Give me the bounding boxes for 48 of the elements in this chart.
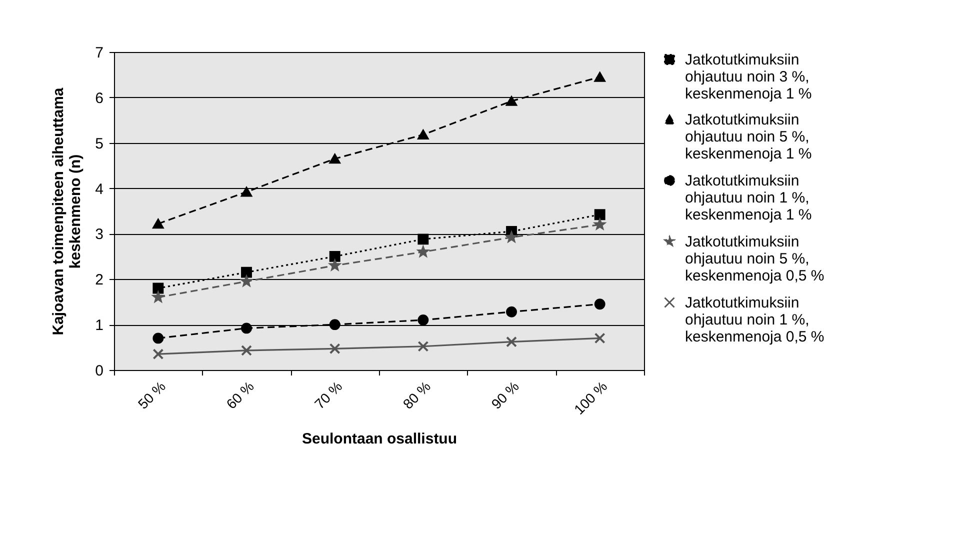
point bbox=[241, 187, 252, 197]
x-tick-label: 50 % bbox=[134, 378, 169, 412]
point bbox=[152, 292, 164, 302]
point bbox=[594, 332, 606, 344]
point bbox=[329, 343, 340, 354]
point bbox=[329, 250, 340, 262]
point bbox=[329, 154, 340, 164]
legend-label: Jatkotutkimuksiin ohjautuu noin 3 %, keskenmenoja 1 % bbox=[685, 52, 812, 102]
y-tick-label: 3 bbox=[95, 226, 104, 244]
legend-label: Jatkotutkimuksiin ohjautuu noin 5 %, keskenmenoja 1 % bbox=[685, 112, 812, 162]
y-tick-label: 7 bbox=[95, 44, 104, 62]
x-axis-title: Seulontaan osallistuu bbox=[302, 430, 458, 448]
point bbox=[241, 276, 252, 286]
y-axis-title: Kajoavan toimenpiteen aiheuttama keskenmeno (n) bbox=[50, 87, 84, 336]
point bbox=[418, 314, 429, 326]
x-tick-label: 90 % bbox=[488, 378, 522, 412]
point bbox=[241, 322, 252, 334]
x-tick-label: 70 % bbox=[311, 378, 346, 412]
y-tick-label: 2 bbox=[95, 272, 104, 289]
point bbox=[594, 209, 606, 220]
point bbox=[152, 282, 164, 294]
point bbox=[241, 266, 252, 278]
x-tick-label: 60 % bbox=[223, 378, 257, 412]
point bbox=[506, 306, 517, 318]
point bbox=[418, 234, 429, 245]
point bbox=[506, 96, 517, 106]
point bbox=[152, 218, 164, 229]
legend-label: Jatkotutkimuksiin ohjautuu noin 1 %, keskenmenoja 0,5 % bbox=[685, 294, 824, 346]
y-tick-label: 1 bbox=[95, 317, 104, 334]
point bbox=[506, 336, 517, 348]
point bbox=[418, 340, 429, 352]
point bbox=[152, 348, 164, 360]
point bbox=[506, 232, 517, 242]
point bbox=[418, 130, 429, 140]
point bbox=[152, 332, 164, 344]
y-tick-label: 4 bbox=[95, 180, 104, 198]
legend-label: Jatkotutkimuksiin ohjautuu noin 1 %, keskenmenoja 1 % bbox=[685, 172, 812, 224]
y-tick-label: 6 bbox=[95, 90, 104, 107]
point bbox=[594, 298, 606, 310]
y-tick-label: 0 bbox=[95, 362, 104, 380]
point bbox=[241, 344, 252, 356]
point bbox=[594, 72, 606, 82]
point bbox=[329, 319, 340, 330]
x-tick-label: 100 % bbox=[570, 378, 610, 418]
y-tick-label: 5 bbox=[95, 135, 104, 152]
legend-label: Jatkotutkimuksiin ohjautuu noin 5 %, keskenmenoja 0,5 % bbox=[685, 234, 824, 284]
x-tick-label: 80 % bbox=[400, 378, 434, 412]
point bbox=[418, 246, 428, 257]
